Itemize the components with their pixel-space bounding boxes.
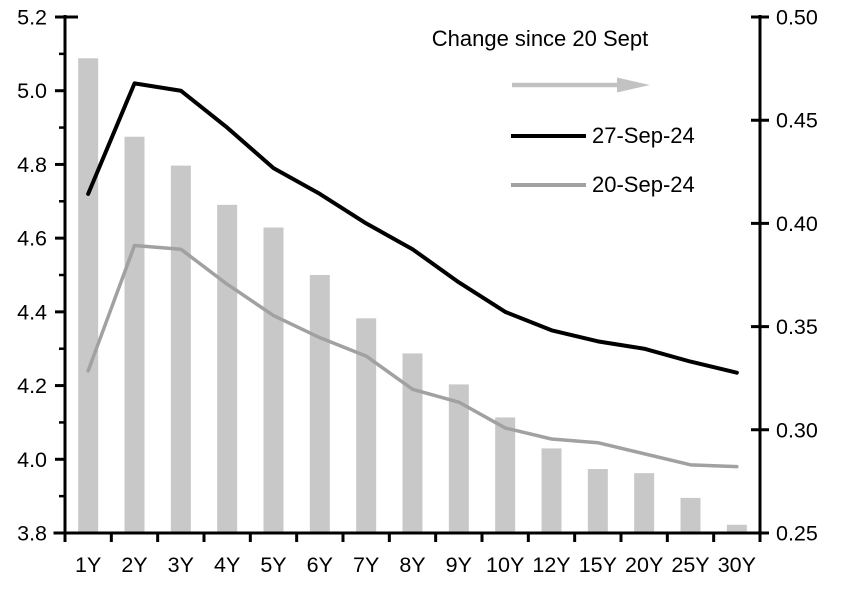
right-axis-tick-label: 0.25 [776, 522, 818, 546]
left-axis-tick-label: 5.0 [17, 79, 47, 103]
left-axis-tick-label: 4.2 [17, 374, 47, 398]
bar-change-1Y [78, 58, 99, 533]
left-axis-tick-label: 3.8 [17, 522, 47, 546]
bar-change-5Y [263, 227, 284, 533]
bar-change-3Y [170, 165, 191, 533]
x-axis-tick-label: 6Y [307, 553, 333, 577]
x-axis-tick-label: 30Y [718, 553, 756, 577]
x-axis-tick-label: 10Y [486, 553, 524, 577]
bar-change-2Y [124, 136, 145, 533]
bar-change-25Y [680, 497, 701, 533]
right-axis-tick-label: 0.40 [776, 212, 818, 236]
x-axis-tick-label: 15Y [579, 553, 617, 577]
bar-change-4Y [217, 204, 238, 533]
left-axis-tick-label: 4.0 [17, 448, 47, 472]
bar-change-10Y [495, 417, 516, 533]
x-axis-tick-label: 12Y [532, 553, 570, 577]
bar-change-20Y [634, 473, 655, 533]
left-axis-tick-label: 4.4 [17, 300, 47, 324]
x-axis-tick-label: 20Y [625, 553, 663, 577]
x-axis-tick-label: 7Y [353, 553, 379, 577]
x-axis-tick-label: 3Y [168, 553, 194, 577]
line-series-20-sep-24 [86, 243, 739, 469]
left-axis-tick-label: 5.2 [17, 6, 47, 30]
x-axis-tick-label: 4Y [214, 553, 240, 577]
x-axis-tick-label: 25Y [671, 553, 709, 577]
bar-change-12Y [541, 448, 562, 533]
right-axis-tick-label: 0.30 [776, 418, 818, 442]
bar-change-7Y [356, 318, 377, 533]
left-axis-tick-label: 4.6 [17, 227, 47, 251]
left-axis-tick-label: 4.8 [17, 153, 47, 177]
line-series-27-sep-24 [86, 81, 739, 375]
bar-change-8Y [402, 353, 423, 533]
x-axis-tick-label: 2Y [121, 553, 147, 577]
right-axis-tick-label: 0.50 [776, 6, 818, 30]
bar-change-30Y [726, 524, 747, 533]
x-axis-tick-label: 9Y [446, 553, 472, 577]
x-axis-tick-label: 5Y [260, 553, 286, 577]
bar-change-9Y [448, 384, 469, 533]
right-axis-tick-label: 0.45 [776, 109, 818, 133]
bar-change-15Y [587, 469, 608, 533]
x-axis-tick-label: 8Y [399, 553, 425, 577]
bar-change-6Y [309, 275, 330, 533]
right-axis-tick-label: 0.35 [776, 315, 818, 339]
x-axis-tick-label: 1Y [75, 553, 101, 577]
